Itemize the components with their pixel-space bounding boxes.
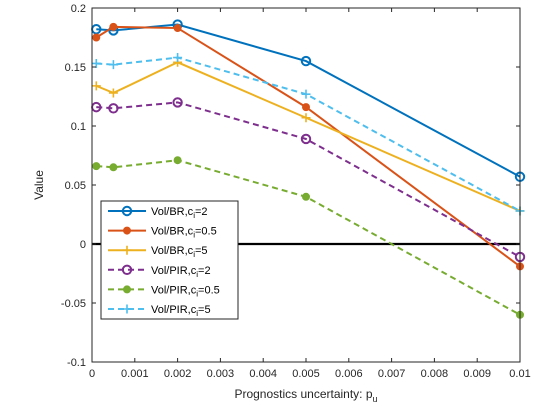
legend-label: Vol/BR,ci=0.5 xyxy=(151,226,217,240)
y-tick-label: 0.05 xyxy=(65,180,86,192)
y-axis-label: Value xyxy=(32,170,46,200)
x-tick-label: 0.003 xyxy=(207,368,235,380)
x-tick-label: 0.007 xyxy=(378,368,406,380)
data-point xyxy=(302,103,310,112)
legend-label: Vol/BR,ci=5 xyxy=(151,245,208,259)
x-tick-label: 0.004 xyxy=(249,368,277,380)
legend-item: Vol/BR,ci=2 xyxy=(108,205,208,220)
legend-item: Vol/PIR,ci=5 xyxy=(108,304,211,318)
y-tick-label: 0.1 xyxy=(71,121,86,133)
legend-item: Vol/BR,ci=5 xyxy=(108,245,208,259)
data-point xyxy=(109,22,118,31)
legend-label: Vol/PIR,ci=0.5 xyxy=(151,284,220,298)
x-tick-label: 0.008 xyxy=(421,368,449,380)
data-point xyxy=(108,103,119,114)
data-point xyxy=(91,58,101,68)
y-tick-label: 0.2 xyxy=(71,3,86,15)
x-axis-label-subscript: u xyxy=(373,394,378,404)
data-point xyxy=(300,133,312,145)
x-tick-label: 0.01 xyxy=(509,368,530,380)
legend-marker xyxy=(122,304,132,314)
y-tick-label: 0.15 xyxy=(65,62,86,74)
data-point xyxy=(92,162,101,171)
series-line-4 xyxy=(96,101,521,258)
y-tick-label: -0.1 xyxy=(67,357,86,369)
y-tick-label: -0.05 xyxy=(61,298,86,310)
legend-marker xyxy=(121,264,133,275)
x-tick-label: 0.009 xyxy=(463,368,491,380)
x-tick-label: 0.005 xyxy=(292,368,320,380)
x-tick-label: 0 xyxy=(89,368,95,380)
x-tick-label: 0.002 xyxy=(164,368,192,380)
data-point xyxy=(108,60,118,70)
legend-item: Vol/PIR,ci=2 xyxy=(108,264,211,279)
data-point xyxy=(173,156,182,165)
x-axis-label: Prognostics uncertainty: pu xyxy=(234,387,377,404)
legend-label: Vol/BR,ci=2 xyxy=(151,206,208,220)
series-2 xyxy=(92,22,524,271)
data-point xyxy=(300,55,312,67)
legend-marker xyxy=(123,285,131,294)
data-point xyxy=(91,81,101,91)
data-point xyxy=(92,33,101,42)
legend-item: Vol/BR,ci=0.5 xyxy=(108,226,217,240)
series-5 xyxy=(92,156,524,319)
legend-item: Vol/PIR,ci=0.5 xyxy=(108,284,220,298)
x-axis-label-main: Prognostics uncertainty: p xyxy=(234,387,372,401)
legend: Vol/BR,ci=2 Vol/BR,ci=0.5 Vol/BR,ci=5 Vol/P… xyxy=(100,200,239,320)
data-point xyxy=(301,113,311,123)
data-point xyxy=(108,88,118,98)
data-point xyxy=(173,53,183,63)
legend-label: Vol/PIR,ci=2 xyxy=(151,265,211,279)
data-point xyxy=(301,89,311,99)
data-point xyxy=(172,97,183,108)
data-point xyxy=(302,192,310,201)
legend-marker xyxy=(123,226,131,235)
data-point xyxy=(173,24,182,33)
x-tick-label: 0.006 xyxy=(335,368,363,380)
legend-box xyxy=(100,200,239,320)
data-point xyxy=(109,163,118,172)
x-tick-label: 0.001 xyxy=(121,368,149,380)
legend-label: Vol/PIR,ci=5 xyxy=(151,304,211,318)
y-tick-label: 0 xyxy=(80,239,86,251)
legend-marker xyxy=(121,205,133,217)
legend-marker xyxy=(122,245,132,255)
